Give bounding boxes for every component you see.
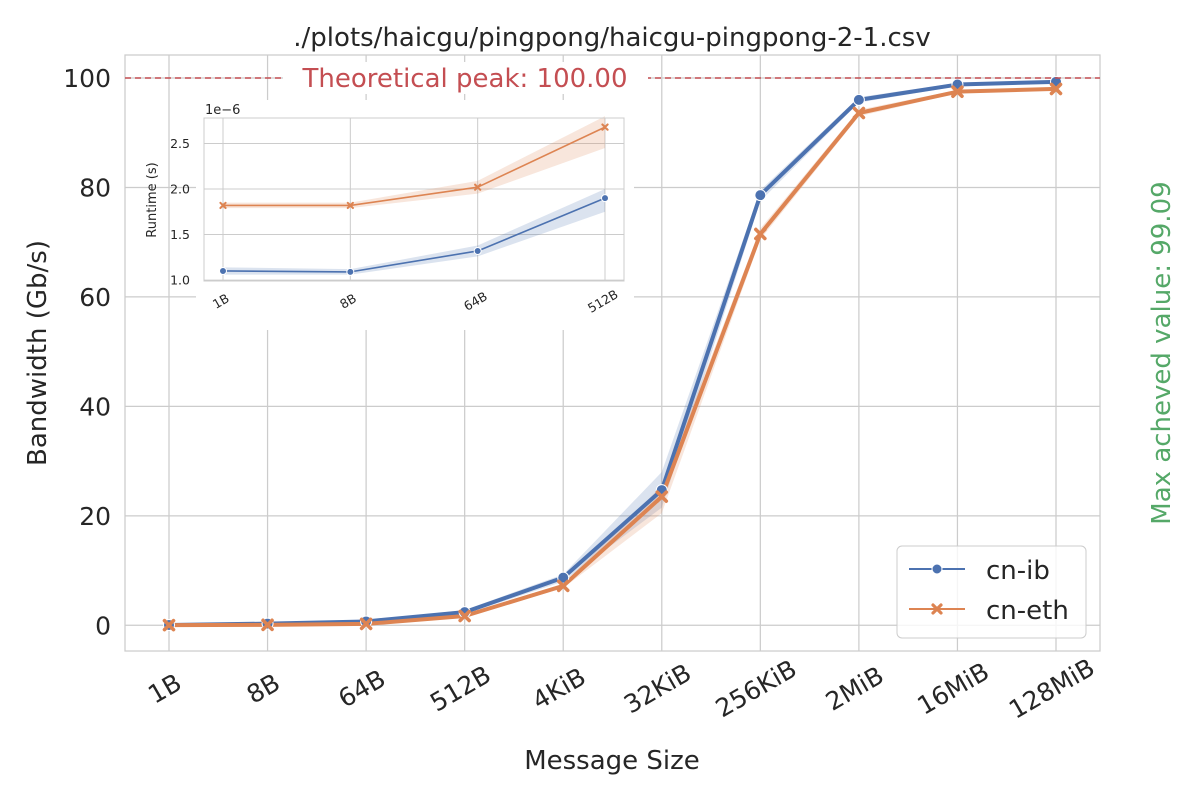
main-point-cn-eth — [754, 227, 767, 241]
inset-y-tick-label: 2.5 — [170, 136, 190, 151]
main-x-tick-labels: 1B 8B 64B 512B 4KiB 32KiB 256KiB 2MiB 16MiB 128Mi… — [143, 653, 1099, 725]
main-point-cn-eth — [359, 617, 373, 631]
main-series-markers — [162, 75, 1063, 632]
inset-point-cn-ib — [219, 266, 227, 275]
inset-point-cn-eth — [601, 123, 609, 131]
main-x-tick-label: 128MiB — [1004, 653, 1099, 725]
inset-band-cn-eth — [223, 116, 605, 209]
inset-scale-label: 1e−6 — [205, 103, 240, 118]
main-x-tick-label: 64B — [333, 664, 390, 714]
main-point-cn-eth — [1049, 82, 1063, 96]
main-x-tick-label: 256KiB — [711, 654, 802, 723]
main-y-tick-label: 0 — [95, 611, 111, 640]
legend: cn-ib cn-eth — [896, 545, 1087, 639]
x-axis-label: Message Size — [524, 746, 700, 776]
main-series-lines — [167, 79, 1058, 628]
max-achieved-label: Max acheved value: 99.09 — [1147, 181, 1177, 524]
inset-series-markers — [219, 123, 609, 276]
main-point-cn-ib — [754, 189, 767, 202]
main-point-cn-eth — [655, 490, 669, 503]
main-x-tick-label: 4KiB — [527, 662, 590, 715]
main-x-tick-label: 512B — [425, 660, 496, 718]
inset-plot-frame — [203, 117, 625, 282]
legend-marker-cn-ib — [931, 563, 943, 575]
peak-label-background — [283, 61, 648, 94]
inset-y-tick-label: 2.0 — [170, 182, 190, 197]
main-y-tick-label: 20 — [79, 502, 111, 531]
inset-point-cn-eth — [474, 183, 482, 191]
main-line-cn-eth — [167, 86, 1058, 628]
main-point-cn-ib — [852, 93, 865, 106]
legend-x-glyph — [931, 603, 943, 615]
main-x-tick-label: 16MiB — [912, 657, 994, 721]
legend-label-cn-ib: cn-ib — [986, 556, 1050, 586]
main-y-tick-label: 100 — [63, 64, 111, 93]
main-point-cn-eth — [458, 609, 471, 623]
main-y-tick-labels: 0 20 40 60 80 100 — [63, 64, 111, 640]
inset-point-cn-eth — [346, 201, 354, 210]
legend-label-cn-eth: cn-eth — [986, 596, 1069, 626]
inset-series-lines — [222, 126, 606, 273]
legend-marker-cn-eth — [931, 603, 943, 615]
main-point-cn-eth — [261, 618, 274, 632]
inset-gridlines — [204, 118, 624, 281]
inset-y-tick-label: 1.5 — [170, 227, 190, 242]
main-y-tick-label: 40 — [79, 392, 111, 421]
inset-chart: 1.01.52.02.5 1B 8B 64B 512B Runtime (s) 1e−… — [145, 100, 634, 330]
main-y-tick-label: 60 — [79, 283, 111, 312]
main-x-tick-label: 1B — [143, 668, 186, 710]
main-plot-frame — [124, 54, 1101, 652]
inset-x-tick-label: 1B — [210, 290, 232, 311]
inset-band-cn-ib — [223, 189, 605, 275]
inset-point-cn-ib — [346, 267, 355, 276]
inset-line-cn-eth — [222, 126, 606, 207]
inset-x-tick-label: 8B — [337, 290, 359, 311]
main-point-cn-eth — [951, 85, 964, 98]
main-point-cn-eth — [162, 618, 176, 632]
y-axis-label: Bandwidth (Gb/s) — [23, 240, 53, 466]
main-point-cn-eth — [556, 579, 570, 593]
main-x-tick-label: 32KiB — [619, 658, 696, 719]
main-point-cn-ib — [557, 571, 570, 584]
theoretical-peak-label: Theoretical peak: 100.00 — [302, 64, 628, 94]
main-y-tick-label: 80 — [79, 173, 111, 202]
inset-y-axis-label: Runtime (s) — [145, 162, 160, 237]
inset-background — [196, 100, 634, 330]
inset-line-cn-ib — [222, 197, 606, 273]
inset-y-tick-labels: 1.0 1.5 2.0 2.5 — [170, 136, 190, 288]
inset-point-cn-ib — [601, 194, 609, 203]
inset-confidence-bands — [223, 116, 605, 275]
main-x-tick-label: 8B — [242, 668, 285, 710]
main-x-tick-label: 2MiB — [821, 661, 889, 717]
inset-point-cn-ib — [473, 246, 482, 255]
inset-point-cn-eth — [219, 201, 227, 210]
main-point-cn-eth — [852, 106, 866, 120]
inset-y-tick-label: 1.0 — [170, 273, 190, 288]
chart-title: ./plots/haicgu/pingpong/haicgu-pingpong-… — [293, 23, 930, 53]
